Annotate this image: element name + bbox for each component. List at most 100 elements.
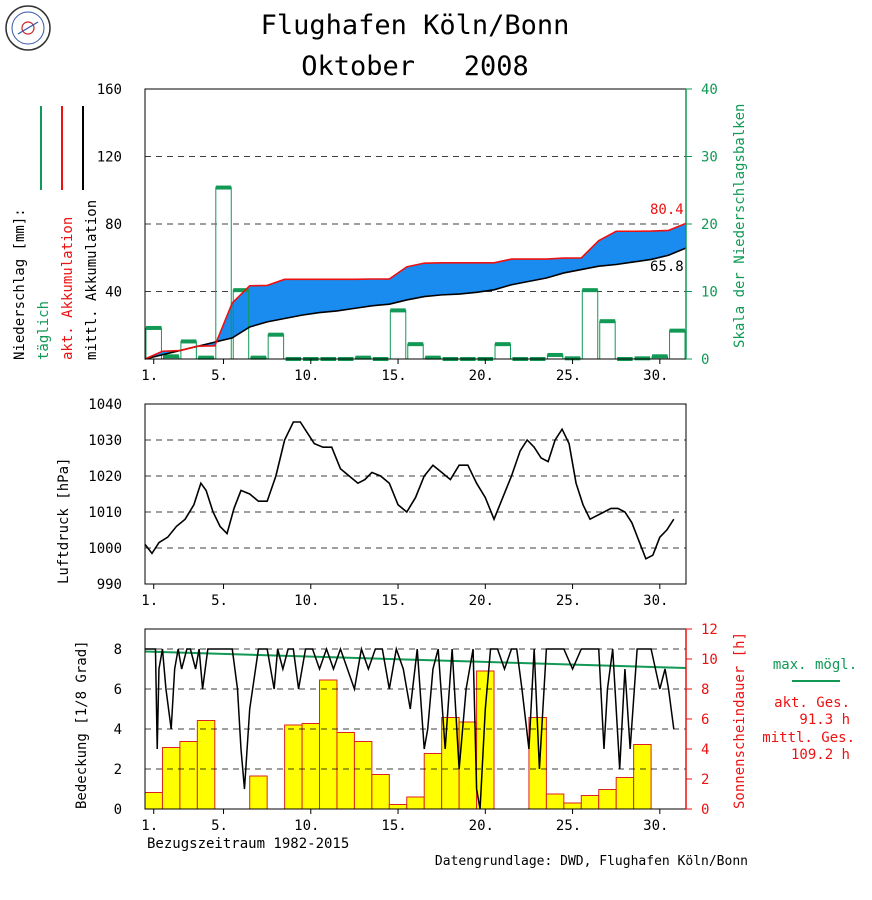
precip-x-ticks: 1. 5. 10. 15. 20. 25. 30. <box>141 359 668 384</box>
sunshine-bar-day-11 <box>319 679 338 810</box>
sunshine-bar-day-12 <box>336 732 355 810</box>
precip-mean-accumulation-line <box>144 247 687 360</box>
title-line2: Oktober 2008 <box>301 51 529 82</box>
sunshine-bar-day-7 <box>249 775 268 810</box>
right-tick-label-4: 4 <box>701 742 709 758</box>
sunshine-bar-day-26 <box>580 795 600 810</box>
sunshine-right-ticks: 0 2 4 6 8 10 12 <box>686 622 718 818</box>
sunshine-bar-day-28 <box>615 777 635 810</box>
x-tick-label-10: 10. <box>294 368 319 384</box>
right-tick-label-10: 10 <box>701 652 718 668</box>
pressure-line <box>144 421 675 560</box>
daily-bar-day-8 <box>267 334 285 360</box>
x-tick-label-1: 1. <box>141 593 158 609</box>
y-tick-label-80: 80 <box>105 217 122 233</box>
daily-bar-cap-day-25 <box>564 356 581 361</box>
precip-ylabel-current: akt. Akkumulation <box>60 217 76 360</box>
x-tick-label-30: 30. <box>643 368 668 384</box>
x-tick-label-15: 15. <box>381 368 406 384</box>
daily-bar-cap-day-8 <box>268 332 284 337</box>
sunshine-bar-day-2 <box>161 747 181 810</box>
x-tick-label-25: 25. <box>556 368 581 384</box>
precip-accumulation-difference-fill <box>145 223 686 359</box>
y-tick-label-1020: 1020 <box>88 469 122 485</box>
sunshine-bar-day-16 <box>406 796 425 810</box>
cloud-cover-line <box>145 646 675 810</box>
cloud-gridlines <box>145 648 686 770</box>
x-tick-label-1: 1. <box>141 368 158 384</box>
daily-bar-cap-day-6 <box>233 288 249 293</box>
precip-ylabel-daily: täglich <box>36 301 52 360</box>
pressure-left-ticks: 990 1000 1010 1020 1030 1040 <box>88 397 122 593</box>
precip-ylabel-right: Skala der Niederschlagsbalken <box>732 104 748 348</box>
x-tick-label-5: 5. <box>211 818 228 834</box>
sunshine-bar-day-24 <box>545 793 565 810</box>
sunshine-bar-day-25 <box>563 802 582 810</box>
right-tick-label-2: 2 <box>701 772 709 788</box>
daily-bar-cap-day-29 <box>634 356 651 361</box>
x-tick-label-5: 5. <box>211 368 228 384</box>
reference-period: Bezugszeitraum 1982-2015 <box>147 836 349 852</box>
daily-bar-cap-day-5 <box>215 185 232 190</box>
precip-current-total-label: 80.4 <box>650 202 684 218</box>
y-tick-label-120: 120 <box>97 150 122 166</box>
daily-bar-cap-day-1 <box>146 325 162 330</box>
cloud-plot-frame <box>144 628 687 810</box>
legend-mean-total-label: mittl. Ges. <box>762 730 855 746</box>
y-tick-label-6: 6 <box>114 682 122 698</box>
daily-bar-day-15 <box>389 309 407 360</box>
cloud-sunshine-panel: 0 2 4 6 8 0 2 4 6 8 10 12 1. 5. 10. 15. 20. 25. 30. Bede… <box>74 622 857 852</box>
legend-max-possible-label: max. mögl. <box>773 657 857 673</box>
daily-bar-cap-day-27 <box>599 319 616 324</box>
x-tick-label-5: 5. <box>211 593 228 609</box>
sunshine-bar-day-14 <box>371 774 390 810</box>
daily-bar-cap-day-24 <box>547 352 563 357</box>
x-tick-label-10: 10. <box>294 818 319 834</box>
sunshine-bar-day-29 <box>633 744 652 810</box>
sunshine-bar-day-20 <box>476 670 495 810</box>
x-tick-label-1: 1. <box>141 818 158 834</box>
y-tick-label-2: 2 <box>114 762 122 778</box>
y-tick-label-40: 40 <box>105 285 122 301</box>
sunshine-bar-day-13 <box>353 741 373 810</box>
daily-bar-cap-day-2 <box>163 354 179 359</box>
precip-left-ticks: 40 80 120 160 <box>97 82 122 301</box>
daily-bar-cap-day-4 <box>198 355 214 360</box>
precip-ylabel-title: Niederschlag [mm]: <box>12 208 28 360</box>
precip-right-ticks: 0 10 20 30 40 <box>686 82 718 368</box>
daily-bar-cap-day-7 <box>250 355 267 360</box>
daily-bar-day-26 <box>581 289 599 360</box>
pressure-ylabel: Luftdruck [hPa] <box>56 458 72 584</box>
daily-bar-day-16 <box>407 343 424 360</box>
pressure-gridlines <box>145 439 686 549</box>
daily-bar-cap-day-16 <box>407 342 424 347</box>
sunshine-bar-day-10 <box>301 723 321 810</box>
cloud-left-ticks: 0 2 4 6 8 <box>114 642 122 818</box>
right-tick-label-40: 40 <box>701 82 718 98</box>
y-tick-label-160: 160 <box>97 82 122 98</box>
legend-mean-total-value: 109.2 h <box>791 747 850 763</box>
legend-current-total-value: 91.3 h <box>799 712 850 728</box>
sunshine-bar-day-1 <box>144 792 163 810</box>
daily-bar-cap-day-26 <box>582 288 598 293</box>
x-tick-label-20: 20. <box>469 368 494 384</box>
sunshine-bar-day-17 <box>423 753 443 810</box>
x-tick-label-30: 30. <box>643 593 668 609</box>
pressure-plot-frame <box>144 403 687 585</box>
right-tick-label-10: 10 <box>701 285 718 301</box>
y-tick-label-990: 990 <box>97 577 122 593</box>
y-tick-label-1000: 1000 <box>88 541 122 557</box>
right-tick-label-8: 8 <box>701 682 709 698</box>
y-tick-label-1010: 1010 <box>88 505 122 521</box>
cloud-ylabel: Bedeckung [1/8 Grad] <box>74 640 90 809</box>
right-tick-label-0: 0 <box>701 802 709 818</box>
legend-current-total-label: akt. Ges. <box>774 695 850 711</box>
x-tick-label-25: 25. <box>556 818 581 834</box>
sunshine-bars <box>144 670 652 810</box>
y-tick-label-1040: 1040 <box>88 397 122 413</box>
data-source: Datengrundlage: DWD, Flughafen Köln/Bonn <box>435 854 748 869</box>
right-tick-label-20: 20 <box>701 217 718 233</box>
x-tick-label-10: 10. <box>294 593 319 609</box>
daily-bar-day-27 <box>599 320 616 360</box>
